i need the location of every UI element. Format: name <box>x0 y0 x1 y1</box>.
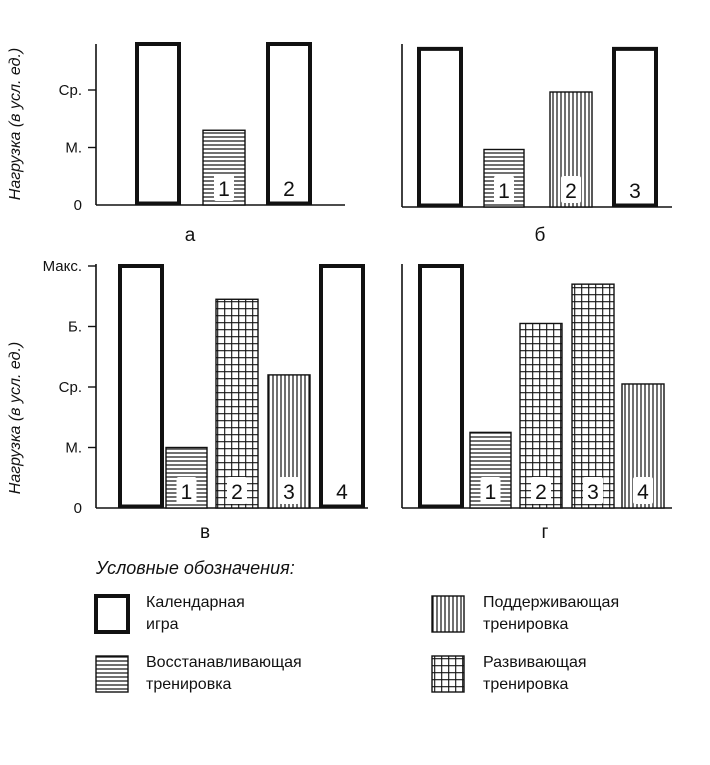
legend-swatches <box>94 594 465 693</box>
bar-number: 2 <box>565 180 577 203</box>
y-tick-label: 0 <box>74 500 82 517</box>
bar-number: 1 <box>485 481 497 504</box>
bar-game <box>319 264 365 509</box>
y-tick-label: М. <box>65 440 82 457</box>
legend-swatch-game <box>94 594 130 634</box>
bar-number-bg <box>279 477 299 504</box>
legend-swatch-support <box>431 595 465 633</box>
legend-label-recovery: Восстанавливающая тренировка <box>146 654 302 693</box>
bar-number-bg <box>176 477 197 504</box>
bar-number-bg <box>279 174 299 201</box>
y-tick-label: М. <box>65 140 82 157</box>
bar-number: 2 <box>535 481 547 504</box>
panel-letter: б <box>535 225 546 246</box>
legend-label-developing: Развивающая тренировка <box>483 654 587 693</box>
chart-panel-2: 1 2 3 б <box>401 44 672 246</box>
bar-number-bg <box>494 176 514 203</box>
y-axis-label: Нагрузка (в усл. ед.) <box>7 48 24 200</box>
bar-developing <box>215 298 259 509</box>
y-tick-label: Ср. <box>59 82 82 99</box>
panel-letter: г <box>542 522 549 543</box>
bar-number: 4 <box>637 481 649 504</box>
bar-number: 4 <box>336 481 348 504</box>
bar-number-bg <box>480 477 501 504</box>
bar-number-bg <box>531 477 551 504</box>
legend-swatch-developing <box>431 655 465 693</box>
bar-developing <box>571 283 615 509</box>
bar-game <box>612 46 658 208</box>
bar-number-bg <box>583 477 603 504</box>
panel-letter: а <box>185 225 196 246</box>
y-tick-label: Макс. <box>43 258 82 275</box>
bar-number: 1 <box>181 481 193 504</box>
chart-panel-4: 1 2 3 4 г <box>401 264 672 543</box>
bar-number-bg <box>332 477 352 504</box>
bar-number: 2 <box>231 481 243 504</box>
chart-panel-1: 0 М. Ср. Нагрузка (в усл. ед.) 1 2 а <box>7 42 345 246</box>
bar-number-bg <box>561 176 581 203</box>
bar-number: 3 <box>587 481 599 504</box>
bar-number: 1 <box>498 180 510 203</box>
y-tick-label: 0 <box>74 197 82 214</box>
bar-number: 1 <box>218 178 230 201</box>
bar-number: 3 <box>629 180 641 203</box>
bar-game <box>135 42 181 206</box>
bar-number-bg <box>214 174 234 201</box>
y-tick-label: Б. <box>68 319 82 336</box>
bar-game <box>418 264 464 509</box>
bar-number-bg <box>227 477 247 504</box>
y-tick-label: Ср. <box>59 379 82 396</box>
bar-game <box>118 264 164 509</box>
legend-label-support: Поддерживающая тренировка <box>483 594 620 633</box>
y-axis-label: Нагрузка (в усл. ед.) <box>7 342 24 494</box>
legend-title: Условные обозначения: <box>96 558 295 578</box>
bar-number-bg <box>625 176 645 203</box>
bar-number-bg <box>633 477 653 504</box>
chart-panel-3: 0 М. Ср. Б. Макс. Нагрузка (в усл. ед.) 1 2 3 4 в <box>7 258 368 543</box>
bar-game <box>417 46 463 208</box>
legend-swatch-recovery <box>95 655 129 693</box>
legend-label-game: Календарная игра <box>146 594 245 633</box>
panel-letter: в <box>200 522 210 543</box>
bar-number: 2 <box>283 178 295 201</box>
bar-number: 3 <box>283 481 295 504</box>
